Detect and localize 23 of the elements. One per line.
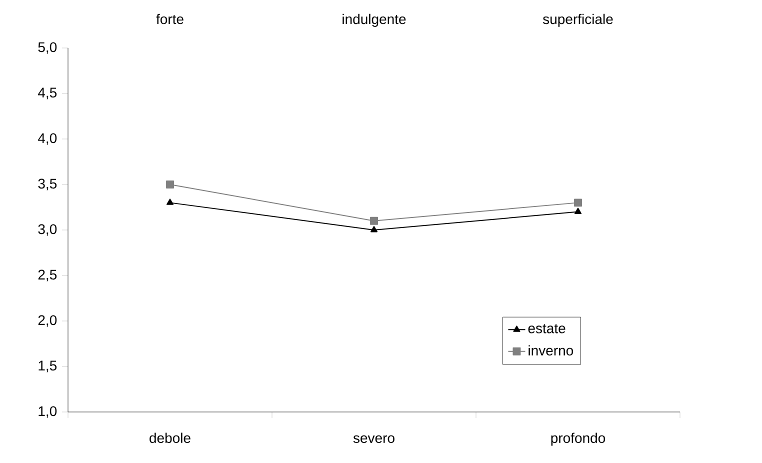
y-tick-label: 3,5	[38, 178, 57, 190]
text: indulgente	[342, 14, 406, 27]
x-tick-label: debole	[150, 432, 190, 443]
legend-label: inverno	[528, 345, 574, 356]
y-tick-label: 1,5	[38, 360, 57, 372]
y-tick-label: 1,0	[38, 406, 57, 418]
text: forte	[156, 14, 184, 24]
point	[166, 198, 174, 205]
y-tick-label: 2,5	[38, 270, 57, 282]
legend-label: estate	[528, 324, 566, 334]
x-tick-label: severo	[353, 435, 394, 443]
point	[370, 226, 378, 232]
y-tick-label: 4,5	[38, 88, 57, 100]
y-tick-label: 2,0	[38, 315, 57, 327]
y-tick-label: 4,0	[38, 133, 57, 145]
y-tick-label: 5,0	[38, 42, 57, 54]
point	[166, 180, 174, 188]
x-tick-label: profondo	[551, 432, 606, 446]
point	[574, 208, 582, 214]
point	[574, 198, 582, 207]
text: superficiale	[542, 14, 613, 27]
point	[370, 216, 378, 225]
y-tick-label: 3,0	[38, 224, 57, 236]
